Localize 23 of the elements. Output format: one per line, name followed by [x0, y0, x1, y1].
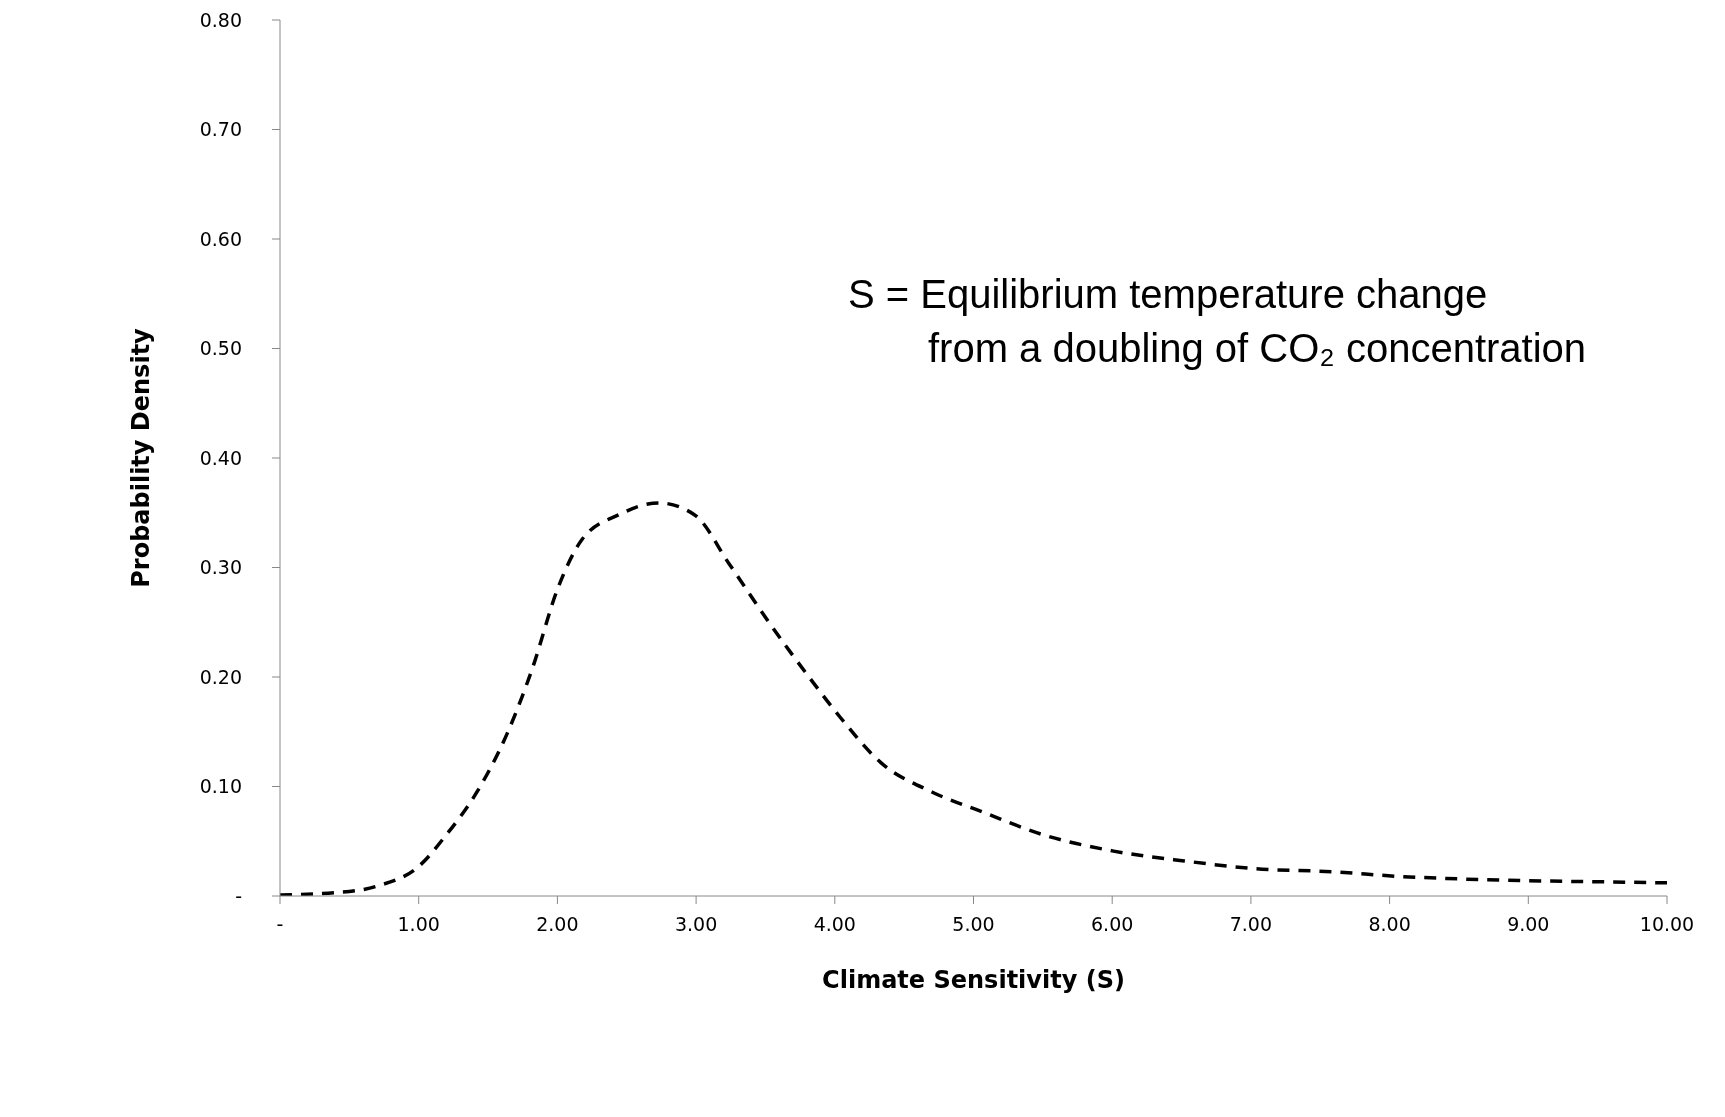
y-tick-label: 0.50 — [199, 337, 242, 360]
x-tick-label: 3.00 — [674, 913, 718, 936]
y-tick-label: 0.40 — [199, 446, 242, 469]
x-tick-label: 5.00 — [952, 913, 995, 936]
x-axis-title: Climate Sensitivity (S) — [822, 966, 1125, 994]
y-axis-title: Probability Density — [126, 327, 155, 588]
x-tick-label: 4.00 — [813, 913, 856, 936]
x-tick-label: 8.00 — [1368, 913, 1411, 936]
x-tick-label: - — [276, 913, 284, 936]
y-tick-label: 0.30 — [199, 556, 242, 579]
x-tick-label: 2.00 — [536, 913, 579, 936]
x-tick-label: 10.00 — [1639, 913, 1695, 936]
x-tick-label: 6.00 — [1091, 913, 1134, 936]
y-tick-label: 0.80 — [199, 8, 242, 31]
y-tick-label: 0.60 — [199, 227, 242, 250]
x-tick-label: 9.00 — [1507, 913, 1550, 936]
x-tick-label: 1.00 — [397, 913, 440, 936]
y-tick-label: 0.10 — [199, 775, 242, 798]
y-tick-label: 0.20 — [199, 665, 242, 688]
y-tick-label: 0.70 — [199, 118, 242, 141]
annotation: S = Equilibrium temperature change from a doubling of CO₂ concentration — [848, 272, 1587, 370]
y-tick-label: - — [235, 884, 242, 907]
x-tick-label: 7.00 — [1229, 913, 1273, 936]
